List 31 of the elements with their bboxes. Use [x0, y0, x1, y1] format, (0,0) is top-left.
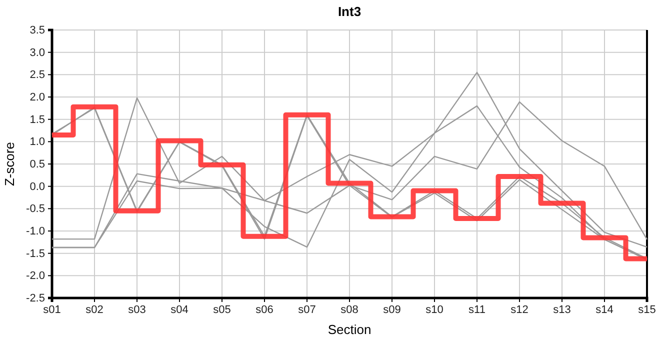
- y-tick-label: 0.5: [30, 158, 45, 171]
- y-tick-label: -2.5: [26, 292, 45, 305]
- x-tick-label: s09: [383, 304, 401, 316]
- x-tick-label: s06: [256, 304, 274, 316]
- x-tick-label: s12: [510, 304, 528, 316]
- x-tick-label: s01: [43, 304, 61, 316]
- x-axis-title: Section: [328, 322, 372, 337]
- x-tick-label: s05: [213, 304, 231, 316]
- y-tick-label: 2.5: [30, 69, 45, 82]
- x-tick-label: s03: [128, 304, 146, 316]
- x-tick-label: s14: [596, 304, 614, 316]
- x-tick-label: s07: [298, 304, 316, 316]
- x-tick-label: s10: [426, 304, 444, 316]
- y-tick-label: -2.0: [26, 270, 45, 282]
- y-tick-label: 1.5: [30, 114, 45, 126]
- x-tick-label: s04: [170, 304, 188, 316]
- y-tick-label: -1.5: [26, 248, 45, 260]
- y-tick-label: 0.0: [30, 180, 45, 193]
- x-tick-label: s02: [86, 304, 104, 316]
- y-tick-label: 2.0: [30, 92, 45, 104]
- y-axis-title: Z-score: [2, 142, 17, 186]
- y-tick-label: 3.0: [30, 46, 45, 59]
- x-tick-label: s11: [468, 304, 486, 316]
- x-tick-label: s08: [340, 304, 358, 316]
- y-tick-label: 3.5: [30, 24, 45, 37]
- x-tick-label: s15: [638, 304, 656, 316]
- y-tick-label: -1.0: [26, 226, 45, 238]
- x-tick-label: s13: [553, 304, 571, 316]
- y-tick-label: 1.0: [30, 136, 45, 148]
- y-tick-label: -0.5: [26, 203, 45, 216]
- chart-title: Int3: [338, 4, 362, 19]
